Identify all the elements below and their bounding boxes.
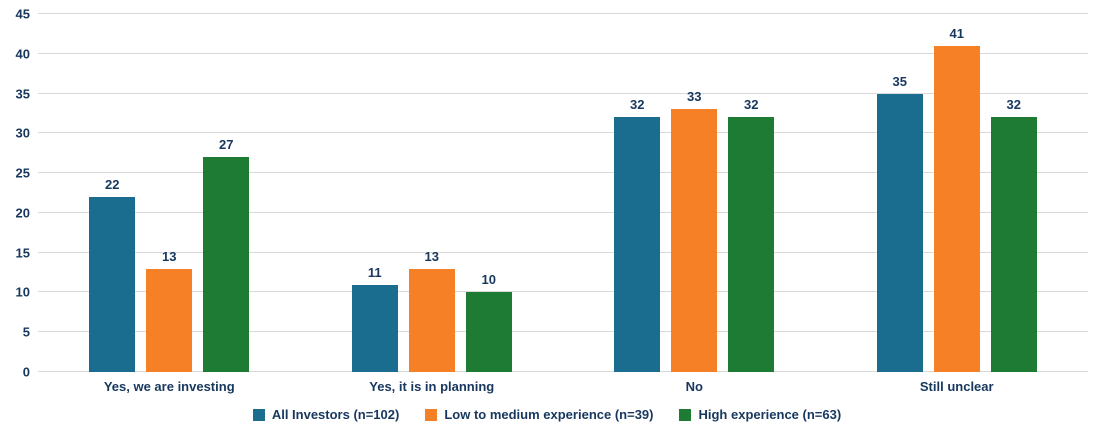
y-tick-label: 45 [15, 6, 30, 22]
bar-group: 22 13 27 [38, 14, 301, 372]
y-tick-label: 0 [22, 364, 30, 380]
y-tick-label: 10 [15, 284, 30, 300]
gridline [38, 291, 1088, 293]
y-tick-label: 35 [15, 86, 30, 102]
bar-value-label: 41 [949, 25, 964, 41]
bar: 32 [728, 98, 775, 372]
legend-label: All Investors (n=102) [271, 407, 400, 422]
gridline [38, 172, 1088, 174]
legend-swatch [679, 408, 692, 421]
bar-value-label: 32 [630, 97, 645, 113]
bar-group: 11 13 10 [301, 14, 564, 372]
bar-group: 32 33 32 [563, 14, 826, 372]
bar-groups: 22 13 27 11 13 10 32 33 32 35 41 32 [38, 14, 1088, 372]
gridline [38, 13, 1088, 14]
bar-value-label: 13 [424, 248, 439, 264]
bar-value-label: 32 [744, 97, 759, 113]
y-tick-label: 30 [15, 125, 30, 141]
gridline [38, 331, 1088, 333]
category-label: No [685, 379, 703, 394]
category-label: Still unclear [919, 379, 994, 394]
chart-plot-row: 0 5 10 15 20 25 30 35 40 45 22 13 27 11 13 10 32 33 32 35 4… [6, 8, 1088, 379]
y-tick-label: 5 [22, 324, 30, 340]
bar: 33 [671, 90, 718, 372]
y-tick-label: 40 [15, 46, 30, 62]
bar: 10 [465, 273, 512, 372]
bar: 32 [990, 98, 1037, 372]
gridline [38, 52, 1088, 54]
bar: 32 [614, 98, 661, 372]
gridline [38, 371, 1088, 372]
bar: 41 [933, 27, 980, 372]
legend: All Investors (n=102) Low to medium exper… [6, 408, 1088, 421]
bar: 35 [876, 75, 923, 372]
y-tick-label: 15 [15, 245, 30, 261]
plot-area: 22 13 27 11 13 10 32 33 32 35 41 32 [38, 13, 1088, 372]
legend-swatch [252, 408, 265, 421]
bar-value-label: 35 [892, 73, 907, 89]
gridline [38, 132, 1088, 134]
bar-value-label: 11 [367, 264, 382, 280]
bar-value-label: 13 [162, 248, 177, 264]
bar-value-label: 22 [105, 176, 120, 192]
gridline [38, 211, 1088, 213]
y-axis: 0 5 10 15 20 25 30 35 40 45 [6, 8, 38, 379]
legend-item: All Investors (n=102) [252, 407, 400, 422]
bar-value-label: 27 [219, 137, 234, 153]
bar-value-label: 32 [1006, 97, 1021, 113]
gridline [38, 92, 1088, 94]
bar: 13 [146, 250, 193, 372]
bar: 22 [89, 178, 136, 372]
legend-item: High experience (n=63) [679, 408, 841, 421]
legend-label: High experience (n=63) [698, 407, 842, 422]
bar-group: 35 41 32 [826, 14, 1089, 372]
legend-swatch [425, 408, 438, 421]
category-label: Yes, it is in planning [369, 379, 495, 394]
gridline [38, 251, 1088, 253]
bar: 11 [351, 266, 398, 372]
bar-value-label: 33 [687, 89, 702, 105]
category-labels: Yes, we are investing Yes, it is in plann… [38, 372, 1088, 394]
bar-value-label: 10 [481, 272, 496, 288]
y-tick-label: 20 [15, 205, 30, 221]
category-label: Yes, we are investing [103, 379, 235, 394]
legend-item: Low to medium experience (n=39) [425, 408, 653, 421]
legend-label: Low to medium experience (n=39) [444, 407, 654, 422]
y-tick-label: 25 [15, 165, 30, 181]
bar: 27 [203, 138, 250, 372]
bar: 13 [408, 250, 455, 372]
